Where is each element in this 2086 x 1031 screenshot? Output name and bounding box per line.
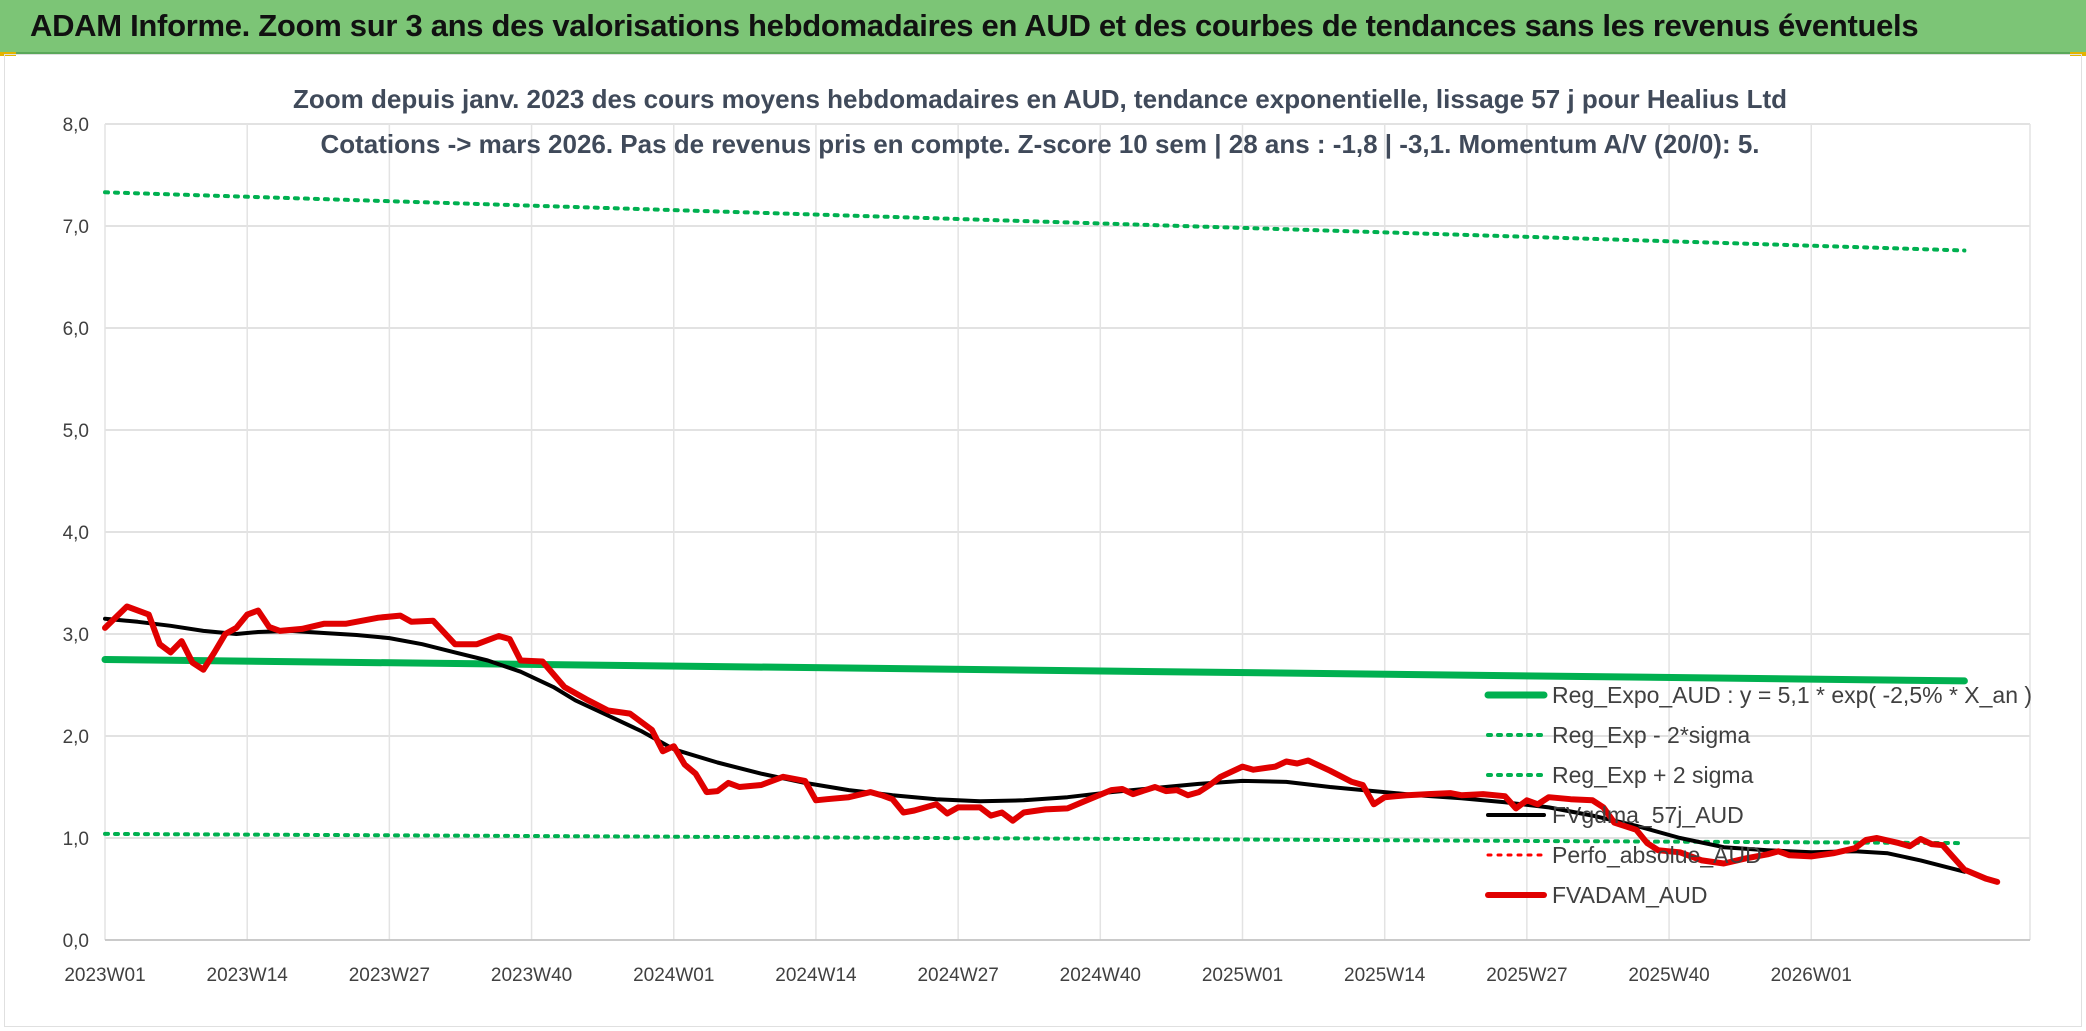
y-tick-label: 7,0 xyxy=(63,217,89,238)
legend-entry-6: FVADAM_AUD xyxy=(1552,882,1708,908)
chart-series xyxy=(101,190,2001,885)
x-tick-label: 2024W01 xyxy=(633,965,714,986)
x-tick-label: 2024W27 xyxy=(917,965,998,986)
y-tick-label: 8,0 xyxy=(63,115,89,136)
x-tick-label: 2025W40 xyxy=(1628,965,1709,986)
series-line-1 xyxy=(101,656,1968,685)
y-tick-label: 2,0 xyxy=(63,727,89,748)
chart-subtitle: Cotations -> mars 2026. Pas de revenus p… xyxy=(320,129,1759,159)
report-title: ADAM Informe. Zoom sur 3 ans des valoris… xyxy=(30,8,1919,43)
x-tick-label: 2025W14 xyxy=(1344,965,1426,986)
y-tick-label: 4,0 xyxy=(63,523,89,544)
x-tick-label: 2023W40 xyxy=(491,965,572,986)
chart-title: Zoom depuis janv. 2023 des cours moyens … xyxy=(293,84,1787,114)
y-tick-label: 1,0 xyxy=(63,829,89,850)
x-tick-label: 2025W27 xyxy=(1486,965,1567,986)
chart-grid xyxy=(104,123,2031,941)
y-tick-label: 5,0 xyxy=(63,421,89,442)
header-banner: ADAM Informe. Zoom sur 3 ans des valoris… xyxy=(0,0,2086,54)
x-tick-label: 2023W14 xyxy=(207,965,289,986)
legend-entry-5: Perfo_absolue_AUD xyxy=(1552,842,1762,868)
y-tick-label: 6,0 xyxy=(63,319,89,340)
series-line-3 xyxy=(103,190,1967,253)
series-line-6 xyxy=(102,603,2001,885)
x-tick-label: 2026W01 xyxy=(1771,965,1852,986)
x-tick-label: 2023W27 xyxy=(349,965,430,986)
legend-entry-2: Reg_Exp - 2*sigma xyxy=(1552,722,1750,748)
series-line-4 xyxy=(103,616,1967,874)
legend-entry-3: Reg_Exp + 2 sigma xyxy=(1552,762,1754,788)
x-tick-label: 2023W01 xyxy=(64,965,145,986)
legend-entry-4: FVgdma_57j_AUD xyxy=(1552,802,1744,828)
x-tick-label: 2024W40 xyxy=(1060,965,1141,986)
legend-entry-1: Reg_Expo_AUD : y = 5,1 * exp( -2,5% * X_… xyxy=(1552,682,2032,708)
x-tick-label: 2024W14 xyxy=(775,965,857,986)
series-line-2 xyxy=(103,831,1967,846)
y-tick-label: 3,0 xyxy=(63,625,89,646)
chart-ticks: 0,0 1,0 2,0 3,0 4,0 5,0 6,0 7,0 8,0 2023W01 2023W1… xyxy=(63,115,1852,986)
chart-frame xyxy=(4,54,2082,1027)
x-tick-label: 2025W01 xyxy=(1202,965,1283,986)
y-tick-label: 0,0 xyxy=(63,931,89,952)
chart-legend: Reg_Expo_AUD : y = 5,1 * exp( -2,5% * X_… xyxy=(1484,682,2032,908)
